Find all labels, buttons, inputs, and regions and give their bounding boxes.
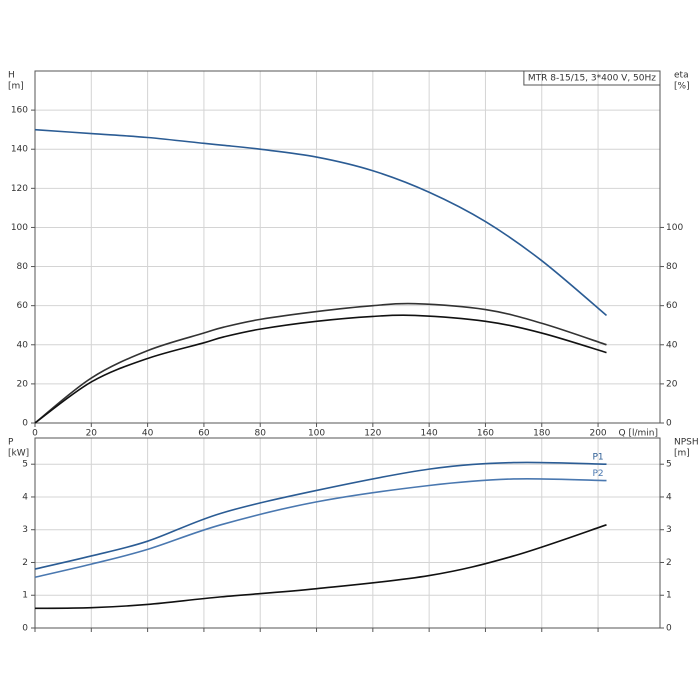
- y-tick-label: 20: [17, 379, 29, 389]
- y2-axis-label: NPSH: [674, 438, 699, 448]
- y2-tick-label: 0: [666, 624, 672, 634]
- x-tick-label: 180: [533, 429, 550, 439]
- plot-frame: [34, 437, 661, 629]
- x-tick-label: 120: [364, 429, 381, 439]
- x-tick-label: 200: [589, 429, 606, 439]
- curve: [34, 302, 607, 424]
- y-axis-label: H: [8, 71, 15, 81]
- y-tick-label: 140: [11, 145, 28, 155]
- x-tick-label: 80: [254, 429, 266, 439]
- curve: [34, 128, 608, 317]
- y2-axis-label: eta: [674, 71, 689, 81]
- y-tick-label: 100: [11, 223, 28, 233]
- y2-axis-label: [m]: [674, 449, 690, 459]
- y2-tick-label: 80: [666, 262, 678, 272]
- y-tick-label: 2: [22, 558, 28, 568]
- y-tick-label: 0: [22, 624, 28, 634]
- y-tick-label: 80: [17, 262, 29, 272]
- y-tick-label: 4: [22, 492, 28, 502]
- x-tick-label: 20: [86, 429, 98, 439]
- curve: [34, 314, 607, 424]
- plot-frame: [34, 70, 661, 424]
- y2-tick-label: 4: [666, 492, 672, 502]
- curve: [34, 524, 607, 610]
- x-tick-label: 160: [477, 429, 494, 439]
- y2-tick-label: 1: [666, 591, 672, 601]
- y2-tick-label: 2: [666, 558, 672, 568]
- y2-tick-label: 20: [666, 379, 678, 389]
- y2-tick-label: 100: [666, 223, 683, 233]
- x-tick-label: 0: [32, 429, 38, 439]
- y-axis-label: P: [8, 438, 14, 448]
- x-tick-label: 100: [308, 429, 325, 439]
- y-tick-label: 40: [17, 340, 29, 350]
- y-axis-label: [kW]: [8, 449, 29, 459]
- plot-area: [35, 438, 660, 628]
- y-tick-label: 60: [17, 301, 29, 311]
- y-tick-label: 120: [11, 184, 28, 194]
- x-tick-label: 140: [421, 429, 438, 439]
- y-tick-label: 0: [22, 419, 28, 429]
- y2-tick-label: 40: [666, 340, 678, 350]
- y2-tick-label: 3: [666, 525, 672, 535]
- curve: [34, 461, 607, 570]
- y2-tick-label: 5: [666, 460, 672, 470]
- curve-label: P1: [593, 453, 604, 463]
- y-tick-label: 3: [22, 525, 28, 535]
- x-axis-label: Q [l/min]: [619, 429, 658, 439]
- annotation-box: [523, 70, 661, 86]
- y-tick-label: 1: [22, 591, 28, 601]
- curve: [34, 477, 607, 579]
- curve-label: P2: [593, 469, 604, 479]
- y2-tick-label: 0: [666, 419, 672, 429]
- y-axis-label: [m]: [8, 82, 24, 92]
- y-tick-label: 160: [11, 106, 28, 116]
- x-tick-label: 40: [142, 429, 154, 439]
- y-tick-label: 5: [22, 460, 28, 470]
- x-tick-label: 60: [198, 429, 210, 439]
- y2-tick-label: 60: [666, 301, 678, 311]
- y2-axis-label: [%]: [674, 82, 690, 92]
- annotation: MTR 8-15/15, 3*400 V, 50Hz: [528, 74, 656, 84]
- plot-area: [35, 71, 660, 423]
